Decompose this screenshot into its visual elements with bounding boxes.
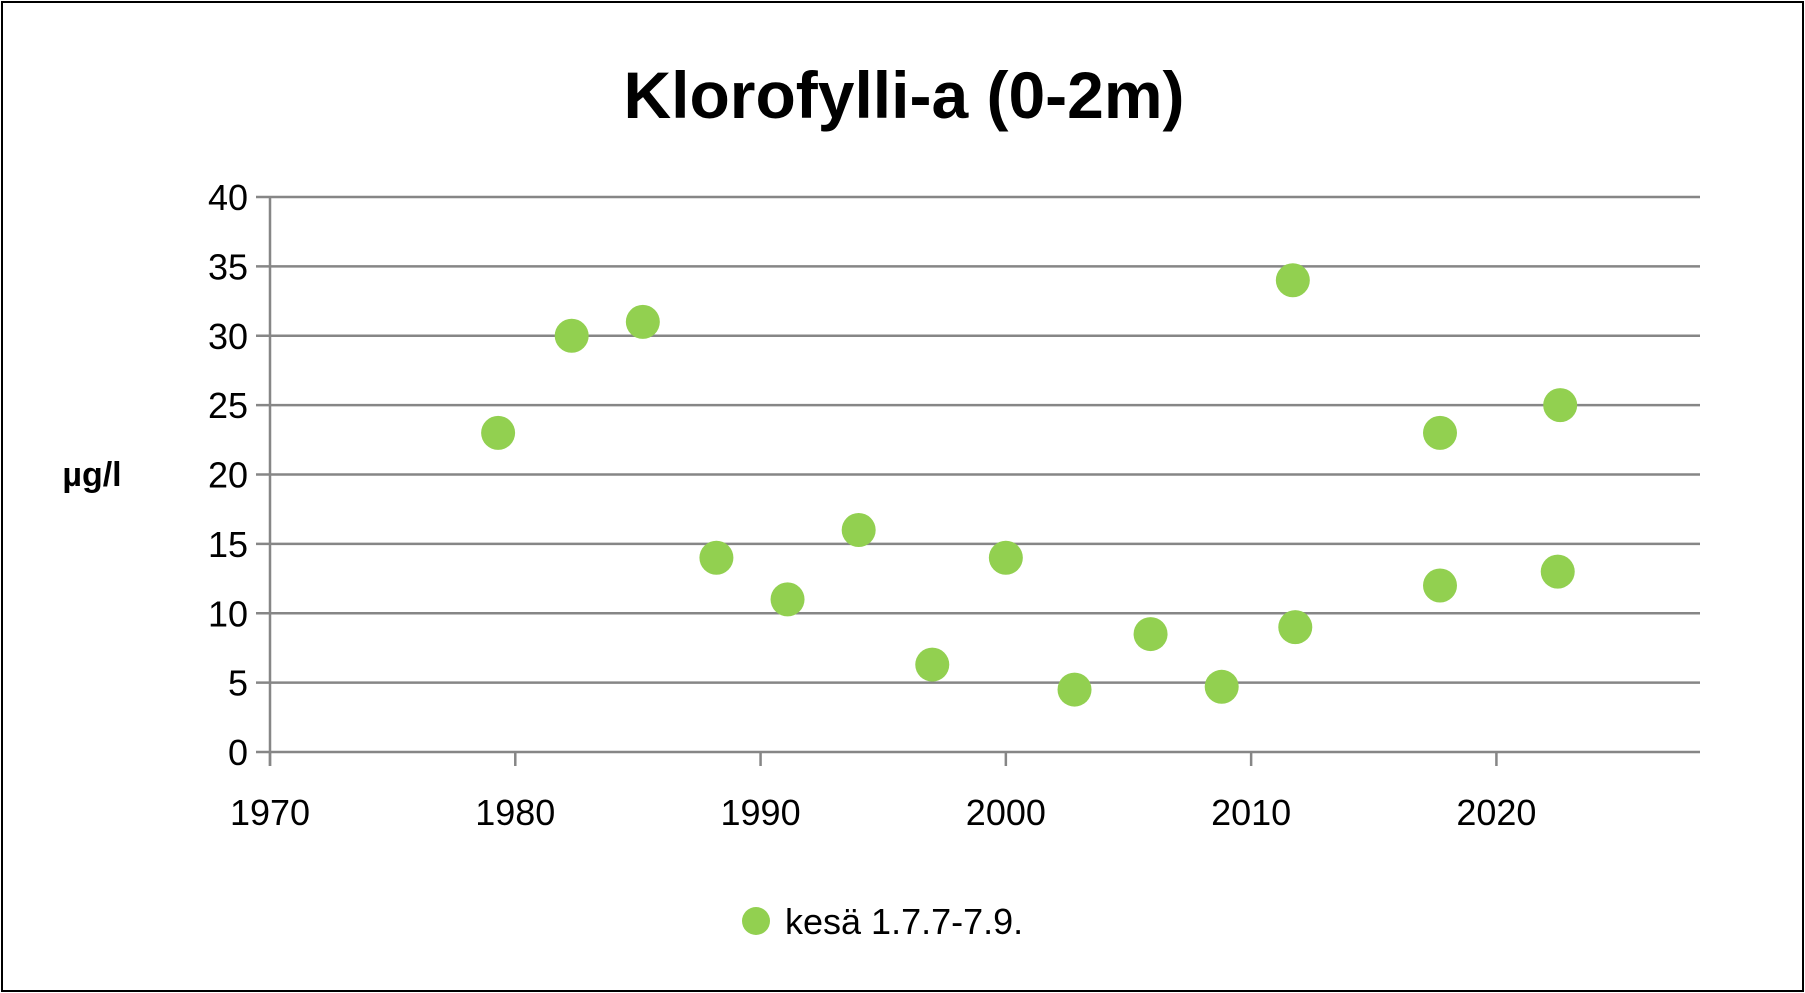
x-tick-label: 2000 (966, 792, 1046, 833)
legend-label: kesä 1.7.7-7.9. (785, 901, 1023, 942)
y-tick-label: 20 (208, 455, 248, 496)
data-point (699, 540, 734, 575)
data-point (1057, 672, 1092, 707)
x-tick-label: 2010 (1211, 792, 1291, 833)
y-tick-label: 0 (228, 732, 248, 773)
x-tick-label: 1970 (230, 792, 310, 833)
chart-title: Klorofylli-a (0-2m) (623, 58, 1184, 132)
data-point (915, 647, 950, 682)
data-point (554, 318, 589, 353)
y-tick-label: 10 (208, 593, 248, 634)
y-tick-label: 15 (208, 524, 248, 565)
x-tick-label: 1980 (475, 792, 555, 833)
data-point (1543, 388, 1578, 423)
x-tick-label: 1990 (721, 792, 801, 833)
data-point (1540, 554, 1575, 589)
y-tick-label: 35 (208, 246, 248, 287)
data-point (770, 582, 805, 617)
y-tick-label: 30 (208, 316, 248, 357)
data-point (481, 415, 516, 450)
y-tick-label: 5 (228, 663, 248, 704)
y-tick-label: 40 (208, 177, 248, 218)
x-tick-label: 2020 (1456, 792, 1536, 833)
legend: kesä 1.7.7-7.9. (742, 901, 1023, 942)
data-point (1278, 610, 1313, 645)
data-point (988, 540, 1023, 575)
data-point (1423, 415, 1457, 450)
data-point (1133, 617, 1168, 652)
data-point (1423, 568, 1457, 603)
legend-marker (742, 907, 770, 935)
y-tick-label: 25 (208, 385, 248, 426)
y-axis-label: µg/l (62, 456, 121, 494)
data-point (1275, 263, 1310, 298)
data-point (625, 304, 660, 339)
data-point (841, 513, 876, 547)
data-point (1204, 669, 1239, 704)
